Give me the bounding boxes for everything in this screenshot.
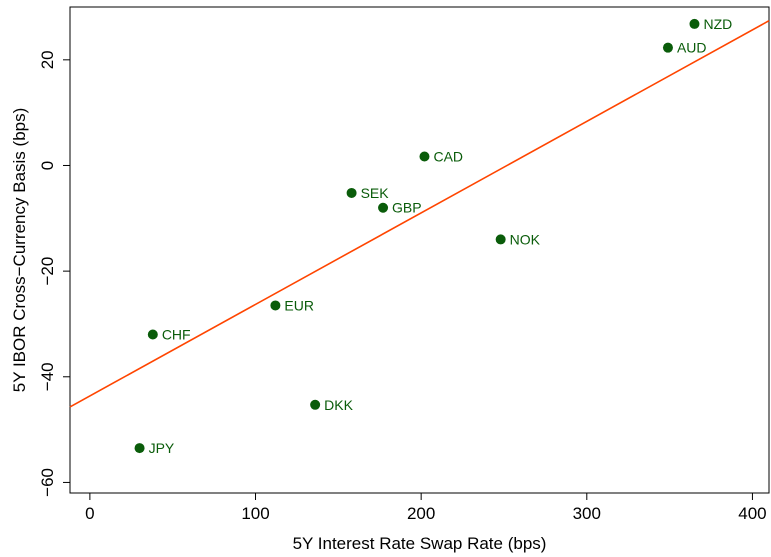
x-axis-label: 5Y Interest Rate Swap Rate (bps) bbox=[293, 534, 547, 553]
point-label-cad: CAD bbox=[433, 148, 463, 164]
point-label-eur: EUR bbox=[284, 297, 314, 313]
data-point-sek bbox=[346, 187, 357, 198]
y-tick-label: −60 bbox=[38, 468, 57, 497]
data-point-cad bbox=[419, 151, 430, 162]
point-label-gbp: GBP bbox=[392, 200, 422, 216]
data-point-chf bbox=[147, 329, 158, 340]
data-point-nok bbox=[495, 234, 506, 245]
fit-line bbox=[69, 20, 770, 408]
data-point-jpy bbox=[134, 443, 145, 454]
data-point-gbp bbox=[378, 202, 389, 213]
point-label-chf: CHF bbox=[162, 327, 191, 343]
y-tick-label: −40 bbox=[38, 362, 57, 391]
y-tick-label: 20 bbox=[38, 50, 57, 69]
point-label-nok: NOK bbox=[510, 231, 541, 247]
fit-line-layer bbox=[69, 20, 770, 408]
x-tick-label: 100 bbox=[241, 504, 269, 523]
plot-frame bbox=[69, 6, 770, 494]
point-label-sek: SEK bbox=[361, 185, 390, 201]
point-label-jpy: JPY bbox=[149, 440, 175, 456]
x-tick-label: 0 bbox=[85, 504, 94, 523]
x-axis: 0 100 200 300 400 bbox=[85, 493, 767, 523]
data-point-dkk bbox=[310, 399, 321, 410]
y-tick-label: −20 bbox=[38, 257, 57, 286]
x-tick-label: 200 bbox=[407, 504, 435, 523]
y-axis: −60 −40 −20 0 20 bbox=[38, 50, 70, 497]
point-label-dkk: DKK bbox=[324, 397, 353, 413]
data-point-nzd bbox=[689, 18, 700, 29]
y-axis-label: 5Y IBOR Cross−Currency Basis (bps) bbox=[10, 108, 29, 393]
data-point-eur bbox=[270, 300, 281, 311]
y-tick-label: 0 bbox=[38, 161, 57, 170]
plot-border bbox=[69, 6, 770, 494]
point-label-aud: AUD bbox=[677, 40, 707, 56]
x-tick-label: 300 bbox=[573, 504, 601, 523]
data-point-aud bbox=[662, 42, 673, 53]
x-tick-label: 400 bbox=[738, 504, 766, 523]
point-label-nzd: NZD bbox=[703, 16, 732, 32]
